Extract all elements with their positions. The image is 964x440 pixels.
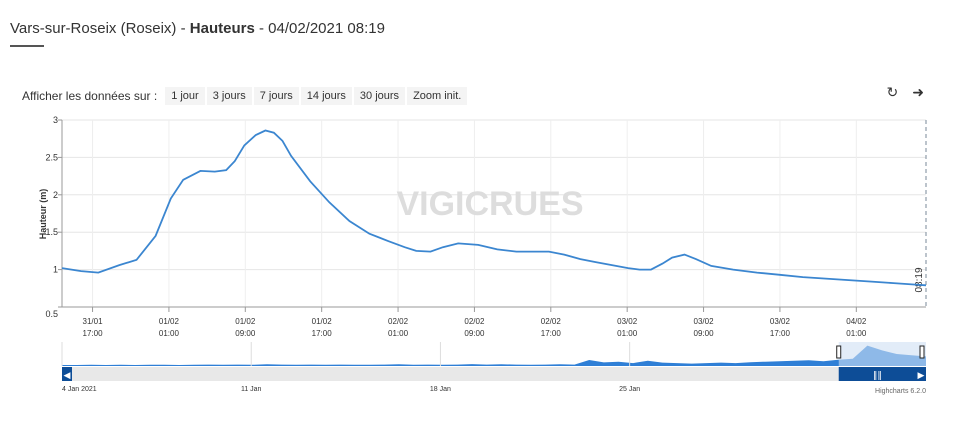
range-selector-label: Afficher les données sur : [22, 89, 158, 103]
range-3-days-button[interactable]: 3 jours [206, 87, 252, 105]
y-tick-label: 0.5 [45, 309, 58, 319]
grip-icon: ‖‖ [873, 371, 882, 381]
x-tick-time: 17:00 [83, 329, 104, 338]
x-tick-date: 01/02 [312, 317, 333, 326]
zoom-reset-button[interactable]: Zoom init. [407, 87, 468, 105]
credits-label[interactable]: Highcharts 6.2.0 [875, 388, 926, 395]
range-selector: Afficher les données sur : 1 jour 3 jour… [22, 87, 469, 105]
measure-name: Hauteurs [189, 20, 255, 37]
navigator-date-label: 4 Jan 2021 [62, 386, 97, 393]
x-tick-time: 17:00 [541, 329, 562, 338]
title-underline [10, 45, 44, 47]
title-separator: - [254, 20, 269, 37]
title-separator: - [176, 20, 190, 37]
x-tick-time: 09:00 [464, 329, 485, 338]
scrollbar-thumb[interactable] [838, 367, 916, 381]
navigator-date-label: 25 Jan [619, 386, 640, 393]
y-axis-ticks: 0.5 1 1.5 2 2.5 3 [45, 115, 62, 319]
range-14-days-button[interactable]: 14 jours [300, 87, 352, 105]
x-tick-time: 01:00 [617, 329, 638, 338]
chart-toolbar: ↻ ➜ [887, 84, 924, 101]
x-tick-time: 09:00 [235, 329, 256, 338]
arrow-share-icon[interactable]: ➜ [912, 84, 924, 100]
scrollbar-right-button[interactable] [916, 367, 926, 381]
refresh-icon[interactable]: ↻ [886, 84, 899, 100]
x-axis-ticks: 31/01 17:00 01/02 01:00 01/02 09:00 01/02 17:00… [83, 307, 867, 338]
x-tick-date: 03/02 [694, 317, 715, 326]
x-tick-time: 17:00 [312, 329, 333, 338]
x-tick-date: 03/02 [770, 317, 791, 326]
navigator-handle-right[interactable] [919, 345, 925, 359]
x-tick-time: 01:00 [846, 329, 867, 338]
navigator-axis-labels: 4 Jan 2021 11 Jan 18 Jan 25 Jan [61, 342, 640, 393]
x-tick-date: 02/02 [464, 317, 485, 326]
y-tick-label: 1 [53, 265, 58, 275]
x-tick-date: 04/02 [846, 317, 867, 326]
x-tick-date: 01/02 [235, 317, 256, 326]
x-tick-date: 02/02 [388, 317, 409, 326]
x-tick-date: 31/01 [83, 317, 104, 326]
x-tick-time: 01:00 [159, 329, 180, 338]
y-tick-label: 2.5 [45, 152, 58, 162]
range-7-days-button[interactable]: 7 jours [253, 87, 299, 105]
range-30-days-button[interactable]: 30 jours [353, 87, 406, 105]
x-tick-time: 09:00 [694, 329, 715, 338]
y-tick-label: 2 [53, 190, 58, 200]
hydrograph-chart: VIGICRUES 0.5 1 1.5 2 2.5 3 31/01 17:00 01/02 01… [38, 115, 927, 395]
grid-lines [62, 119, 926, 307]
x-tick-time: 17:00 [770, 329, 791, 338]
watermark: VIGICRUES [396, 185, 583, 223]
x-tick-date: 03/02 [617, 317, 638, 326]
station-name: Vars-sur-Roseix (Roseix) [10, 20, 177, 37]
chevron-right-icon: ▶ [918, 371, 925, 381]
navigator-date-label: 11 Jan [241, 386, 262, 393]
y-tick-label: 3 [53, 115, 58, 125]
series-line[interactable] [61, 129, 927, 287]
y-axis-title: Hauteur (m) [38, 189, 48, 240]
range-1-day-button[interactable]: 1 jour [165, 87, 205, 105]
navigator-selection[interactable] [838, 342, 926, 366]
navigator-handle-left[interactable] [836, 345, 842, 359]
chevron-left-icon: ◀ [64, 371, 71, 381]
navigator[interactable]: ◀ ‖‖ ▶ 4 Jan 2021 11 Jan 18 Jan 25 Jan [61, 342, 926, 393]
y-tick-label: 1.5 [45, 227, 58, 237]
scrollbar-left-button[interactable] [62, 367, 72, 381]
x-tick-time: 01:00 [388, 329, 409, 338]
x-tick-date: 01/02 [159, 317, 180, 326]
title-datetime: 04/02/2021 08:19 [268, 20, 385, 37]
navigator-date-label: 18 Jan [430, 386, 451, 393]
current-time-label: 08:19 [914, 267, 925, 292]
x-tick-date: 02/02 [541, 317, 562, 326]
scrollbar-track[interactable] [62, 367, 926, 381]
chart-title: Vars-sur-Roseix (Roseix) - Hauteurs - 04… [10, 20, 385, 37]
